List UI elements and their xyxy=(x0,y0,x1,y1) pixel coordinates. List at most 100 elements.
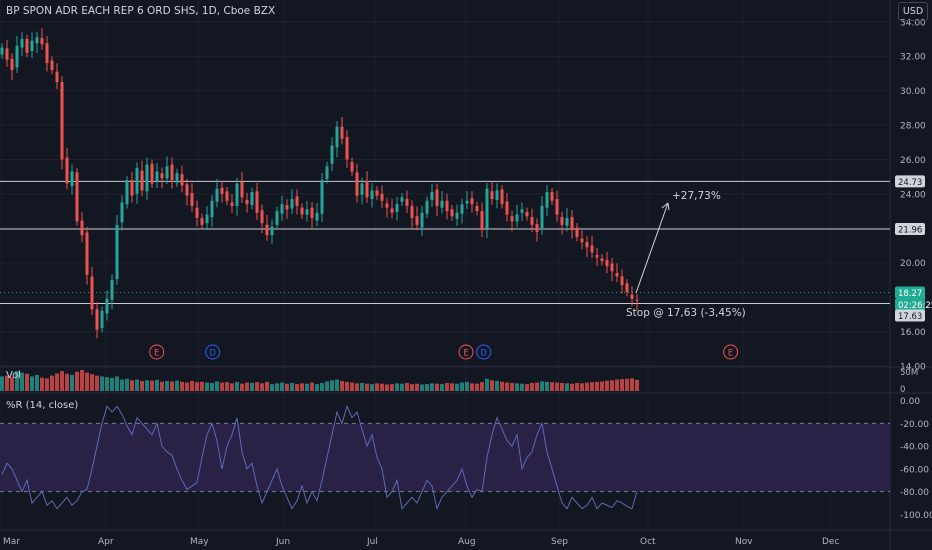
candle-body xyxy=(340,126,344,139)
volume-bar xyxy=(240,383,244,391)
volume-bar xyxy=(395,383,399,391)
candle-body xyxy=(20,38,24,48)
candle-body xyxy=(40,38,44,45)
stop-label: Stop @ 17,63 (-3,45%) xyxy=(626,307,746,319)
event-marker-label: E xyxy=(728,349,733,359)
candle-body xyxy=(500,189,504,205)
month-tick-label: Apr xyxy=(98,537,114,547)
volume-bar xyxy=(120,379,124,391)
williams-r-tick-label: -40.00 xyxy=(900,443,929,453)
chart-title: BP SPON ADR EACH REP 6 ORD SHS, 1D, Cboe… xyxy=(6,5,276,17)
candle-body xyxy=(365,180,369,198)
volume-bar xyxy=(15,371,19,391)
annot-layer: +27,73% Stop @ 17,63 (-3,45%) xyxy=(626,190,746,319)
volume-bar xyxy=(205,382,209,391)
candle-body xyxy=(350,162,354,172)
volume-bar xyxy=(390,384,394,391)
target-arrow-head xyxy=(661,202,670,211)
price-tick-label: 16.00 xyxy=(900,328,926,338)
candle-body xyxy=(420,212,424,228)
candle-body xyxy=(135,168,139,194)
wr-band-layer xyxy=(0,422,890,493)
volume-bar xyxy=(540,381,544,391)
volume-bar xyxy=(625,378,629,391)
candle-body xyxy=(590,245,594,253)
volume-bar xyxy=(125,378,129,391)
candle-body xyxy=(335,126,339,148)
volume-bar xyxy=(410,384,414,391)
candle-body xyxy=(460,204,464,214)
candle-body xyxy=(70,171,74,187)
volume-bar xyxy=(165,381,169,391)
candle-body xyxy=(370,190,374,200)
dividend-marker-icon xyxy=(476,344,492,360)
candle-body xyxy=(580,238,584,243)
volume-bar xyxy=(20,372,24,391)
volume-layer xyxy=(0,369,639,391)
candle-body xyxy=(180,174,184,186)
candle-body xyxy=(235,183,239,206)
candle-body xyxy=(505,201,509,215)
volume-bar xyxy=(65,373,69,391)
candle-body xyxy=(450,209,454,217)
volume-bar xyxy=(585,382,589,391)
price-tick-label: 32.00 xyxy=(900,53,926,63)
month-tick-label: Nov xyxy=(735,537,753,547)
candle-body xyxy=(510,216,514,222)
volume-bar xyxy=(355,383,359,391)
candle-body xyxy=(175,173,179,183)
candle-body xyxy=(15,45,19,68)
volume-bar xyxy=(195,382,199,391)
candle-body xyxy=(485,188,489,229)
candle-body xyxy=(200,217,204,225)
volume-bar xyxy=(70,374,74,391)
event-marker-label: D xyxy=(209,349,216,359)
candle-body xyxy=(165,166,169,179)
candle-body xyxy=(440,200,444,208)
candle-body xyxy=(290,199,294,209)
volume-bar xyxy=(80,369,84,391)
candle-body xyxy=(435,189,439,206)
williams-r-tick-label: 0.00 xyxy=(900,397,920,407)
candle-body xyxy=(375,190,379,196)
candle-body xyxy=(275,211,279,225)
volume-bar xyxy=(570,383,574,391)
candle-body xyxy=(605,260,609,267)
volume-bar xyxy=(575,382,579,391)
candle-body xyxy=(345,137,349,160)
price-tick-label: 34.00 xyxy=(900,18,926,28)
volume-bar xyxy=(60,371,64,391)
williams-r-line xyxy=(1,404,638,511)
candle-body xyxy=(190,193,194,206)
currency-selector[interactable]: USD xyxy=(898,2,928,21)
candle-body xyxy=(315,212,319,221)
candle-body xyxy=(35,37,39,44)
volume-bar xyxy=(110,377,114,391)
month-tick-label: May xyxy=(190,537,209,547)
candle-body xyxy=(255,191,259,213)
volume-bar xyxy=(115,376,119,391)
candle-body xyxy=(230,202,234,206)
price-tag-label: 18.27 xyxy=(898,289,922,299)
williams-r-pane-label: %R (14, close) xyxy=(6,400,79,411)
candle-body xyxy=(445,200,449,212)
candle-body xyxy=(415,216,419,225)
volume-bar xyxy=(50,375,54,391)
event-marker-label: D xyxy=(480,349,487,359)
volume-bar xyxy=(175,380,179,391)
candle-body xyxy=(405,199,409,206)
dividend-marker-icon xyxy=(205,344,221,360)
wr-layer xyxy=(1,404,638,511)
volume-bar xyxy=(520,383,524,391)
candle-body xyxy=(10,58,14,70)
candle-body xyxy=(380,193,384,201)
candle-body xyxy=(430,192,434,200)
candle-body xyxy=(615,273,619,277)
volume-bar xyxy=(545,381,549,391)
candle-body xyxy=(150,163,154,184)
volume-bar xyxy=(255,382,259,391)
volume-bar xyxy=(350,382,354,391)
volume-bar xyxy=(260,383,264,391)
volume-bar xyxy=(270,384,274,391)
